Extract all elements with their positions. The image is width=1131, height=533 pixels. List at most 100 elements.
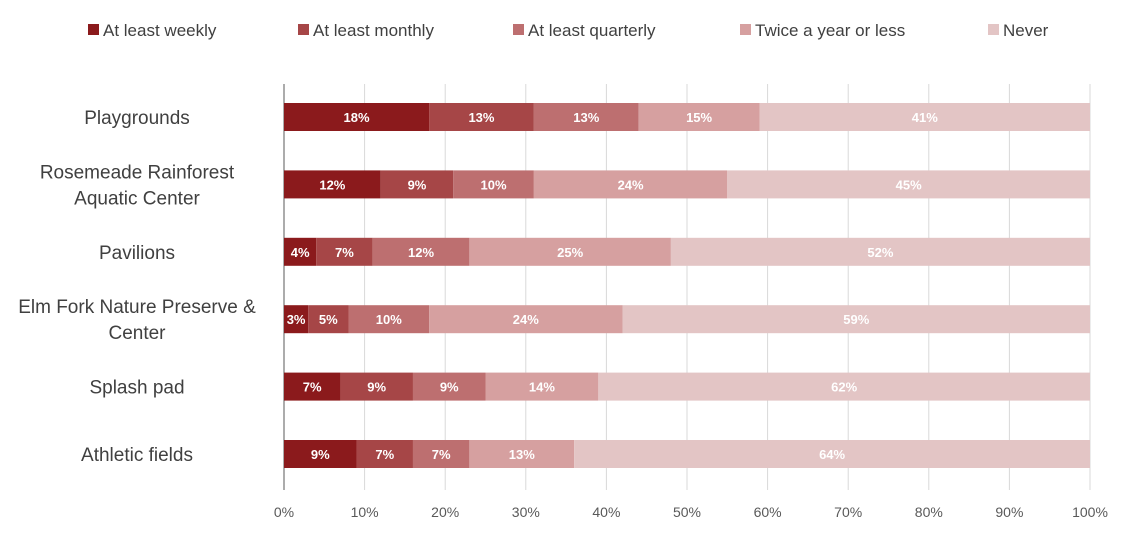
bar-segment (622, 305, 1090, 334)
bar-data-label: 45% (896, 177, 922, 192)
x-tick-label: 20% (431, 504, 459, 520)
bar-data-label: 9% (408, 177, 427, 192)
legend-swatch (740, 24, 751, 35)
bars: 18% 13% 13% 15% 41% 12% 9% 10% 24% 45% 4% 7% 12% 25% 5… (284, 103, 1090, 468)
legend-swatch (298, 24, 309, 35)
bar-data-label: 7% (375, 447, 394, 462)
bar-segment (469, 440, 575, 468)
bar-segment (429, 305, 623, 334)
x-tick-label: 90% (995, 504, 1023, 520)
bar-segment (348, 305, 430, 334)
bar-segment (485, 372, 599, 401)
legend-label: At least quarterly (528, 21, 656, 40)
bar-segment (533, 170, 728, 199)
bar-data-label: 9% (367, 380, 386, 395)
category-label: Aquatic Center (74, 188, 200, 209)
bar-data-label: 41% (912, 110, 938, 125)
bar-data-label: 10% (376, 312, 402, 327)
bar-segment (284, 440, 357, 468)
bar-data-label: 24% (618, 177, 644, 192)
x-tick-label: 50% (673, 504, 701, 520)
category-label: Splash pad (89, 378, 184, 399)
bar-segment (453, 170, 534, 199)
x-tick-label: 100% (1072, 504, 1108, 520)
legend-label: At least weekly (103, 21, 217, 40)
bar-segment (759, 103, 1090, 131)
x-tick-label: 60% (754, 504, 782, 520)
x-tick-label: 10% (351, 504, 379, 520)
bar-data-label: 13% (468, 110, 494, 125)
legend-swatch (988, 24, 999, 35)
bar-segment (356, 440, 413, 468)
bar-segment (533, 103, 639, 131)
bar-segment (316, 237, 373, 266)
category-label: Elm Fork Nature Preserve & (18, 297, 256, 318)
bar-data-label: 59% (843, 312, 869, 327)
bar-segment (308, 305, 349, 334)
bar-data-label: 24% (513, 312, 539, 327)
bar-data-label: 13% (509, 447, 535, 462)
bar-segment (340, 372, 413, 401)
bar-data-label: 9% (440, 380, 459, 395)
bar-data-label: 10% (481, 177, 507, 192)
bar-segment (469, 237, 671, 266)
bar-segment (412, 372, 486, 401)
legend-item: At least quarterly (513, 21, 656, 40)
legend-swatch (513, 24, 524, 35)
bar-segment (638, 103, 760, 131)
category-label: Athletic fields (81, 445, 193, 466)
gridlines (283, 84, 1091, 490)
bar-segment (284, 237, 317, 266)
legend-item: At least weekly (88, 21, 217, 40)
bar-data-label: 7% (335, 245, 354, 260)
category-label: Rosemeade Rainforest (40, 162, 235, 183)
bar-data-label: 7% (303, 380, 322, 395)
legend-swatch (88, 24, 99, 35)
x-tick-label: 0% (274, 504, 294, 520)
bar-data-label: 25% (557, 245, 583, 260)
category-label: Playgrounds (84, 108, 190, 129)
legend-label: Twice a year or less (755, 21, 905, 40)
category-label: Pavilions (99, 243, 175, 264)
bar-data-label: 7% (432, 447, 451, 462)
bar-segment (574, 440, 1090, 468)
bar-data-label: 12% (319, 177, 345, 192)
x-tick-label: 70% (834, 504, 862, 520)
bar-segment (372, 237, 470, 266)
bar-segment (429, 103, 534, 131)
bar-segment (670, 237, 1090, 266)
bar-segment (380, 170, 454, 199)
legend-label: At least monthly (313, 21, 434, 40)
bar-data-label: 5% (319, 312, 338, 327)
bar-data-label: 4% (291, 245, 310, 260)
legend-item: Never (988, 21, 1049, 40)
legend-item: Twice a year or less (740, 21, 905, 40)
bar-data-label: 62% (831, 380, 857, 395)
bar-segment (284, 103, 430, 131)
bar-data-label: 14% (529, 380, 555, 395)
bar-segment (284, 305, 309, 334)
legend-item: At least monthly (298, 21, 434, 40)
category-labels: Playgrounds Rosemeade Rainforest Aquatic C… (18, 108, 256, 466)
x-axis-ticks: 0% 10% 20% 30% 40% 50% 60% 70% 80% 90% 100% (274, 504, 1108, 520)
bar-segment (598, 372, 1090, 401)
bar-segment (412, 440, 470, 468)
x-tick-label: 30% (512, 504, 540, 520)
bar-data-label: 13% (573, 110, 599, 125)
bar-data-label: 15% (686, 110, 712, 125)
legend: At least weekly At least monthly At least … (88, 21, 1049, 40)
bar-data-label: 64% (819, 447, 845, 462)
legend-label: Never (1003, 21, 1049, 40)
x-tick-label: 80% (915, 504, 943, 520)
bar-data-label: 18% (344, 110, 370, 125)
bar-segment (284, 170, 381, 199)
category-label: Center (108, 323, 166, 344)
bar-segment (727, 170, 1090, 199)
x-tick-label: 40% (592, 504, 620, 520)
bar-data-label: 52% (867, 245, 893, 260)
bar-data-label: 9% (311, 447, 330, 462)
bar-data-label: 3% (287, 312, 306, 327)
bar-data-label: 12% (408, 245, 434, 260)
bar-segment (284, 372, 341, 401)
